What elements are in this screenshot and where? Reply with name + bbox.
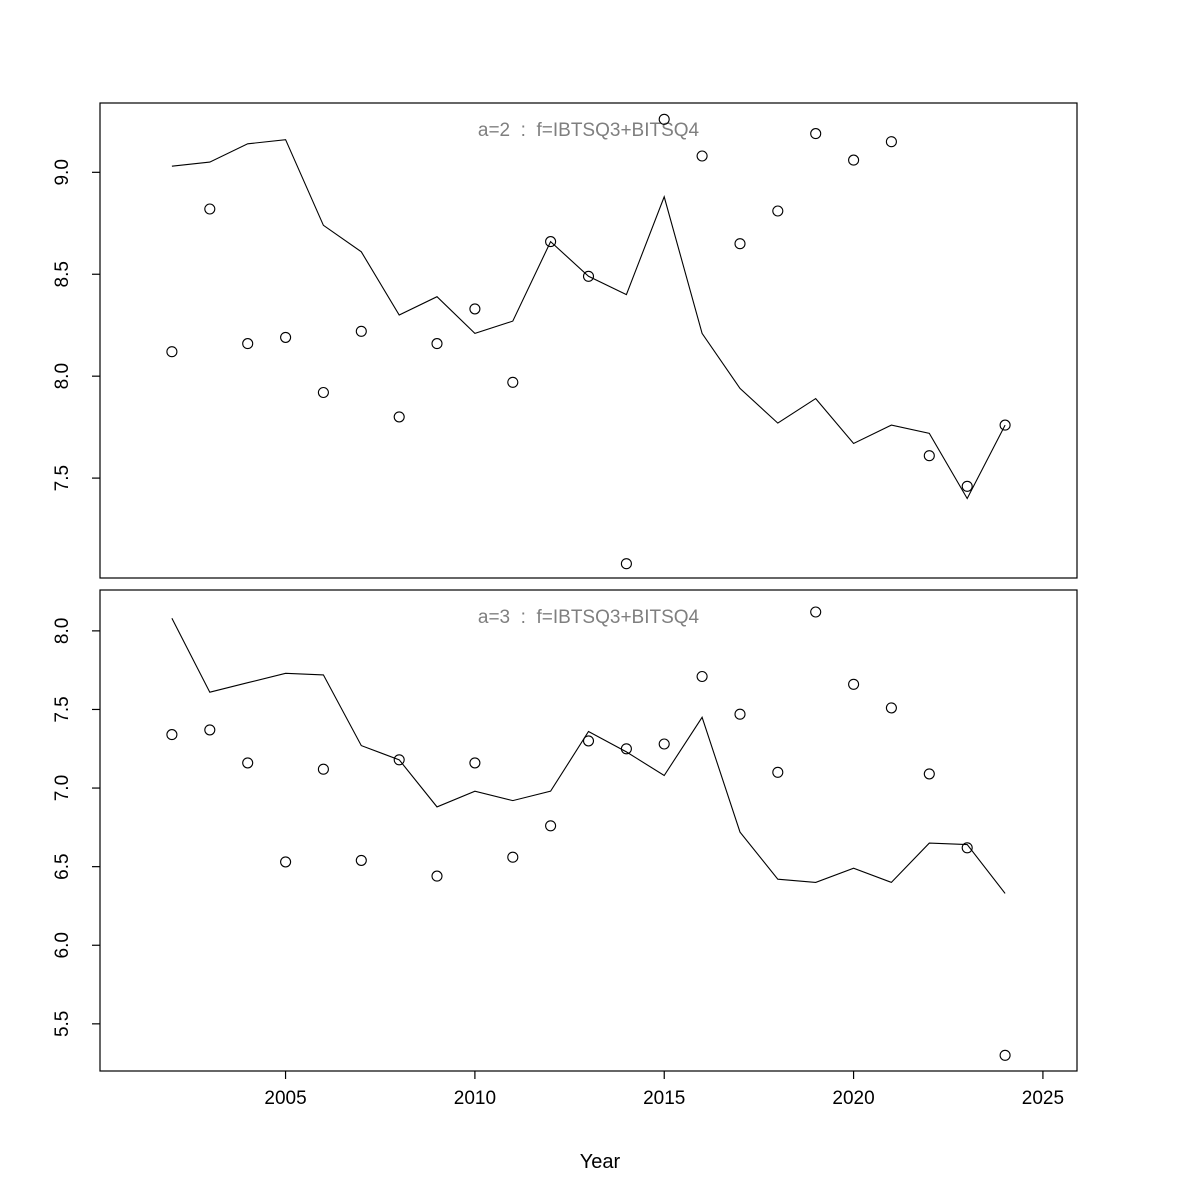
data-point [204, 724, 216, 736]
data-point [620, 743, 632, 755]
data-point [772, 766, 784, 778]
y-tick-label: 7.5 [52, 696, 73, 722]
data-point [545, 820, 557, 832]
data-point [469, 757, 481, 769]
data-point [620, 558, 632, 570]
y-tick-label: 5.5 [52, 1011, 73, 1037]
data-point [280, 856, 292, 868]
data-point [961, 480, 973, 492]
data-point [204, 203, 216, 215]
data-point [658, 113, 670, 125]
y-tick-label: 6.0 [52, 932, 73, 958]
data-point [734, 708, 746, 720]
data-point [507, 851, 519, 863]
data-point [923, 450, 935, 462]
data-point [999, 419, 1011, 431]
x-tick-label: 2010 [454, 1088, 496, 1109]
y-tick-label: 9.0 [52, 159, 73, 185]
data-point [658, 738, 670, 750]
x-tick-label: 2015 [643, 1088, 685, 1109]
data-point [582, 735, 595, 747]
y-tick-label: 7.0 [52, 775, 73, 801]
data-point [507, 376, 519, 388]
data-point [469, 303, 481, 315]
data-point [848, 154, 860, 166]
data-point [355, 854, 367, 866]
data-point [242, 338, 254, 350]
x-tick-label: 2025 [1022, 1088, 1064, 1109]
panel-a3-model-line [171, 618, 1006, 894]
data-point [393, 754, 405, 766]
data-point [810, 606, 822, 618]
y-tick-label: 8.0 [52, 363, 73, 389]
data-point [772, 205, 784, 217]
data-point [848, 678, 860, 690]
y-tick-label: 8.5 [52, 261, 73, 287]
panel-a3: a=3 : f=IBTSQ3+BITSQ4 5.5 6.0 6.5 7.0 7.5 8.0 2… [52, 589, 1078, 1109]
y-tick-label: 7.5 [52, 465, 73, 491]
data-point [431, 338, 443, 350]
data-point [166, 346, 178, 358]
data-point [545, 236, 557, 248]
data-point [885, 136, 897, 148]
x-axis-label: Year [580, 1151, 621, 1173]
panel-a3-border [99, 589, 1078, 1072]
data-point [696, 150, 708, 162]
panel-a2-model-line [171, 139, 1006, 500]
data-point [999, 1049, 1011, 1061]
data-point [242, 757, 254, 769]
data-point [810, 128, 822, 140]
panel-a2: a=2 : f=IBTSQ3+BITSQ4 7.5 8.0 8.5 9.0 [52, 102, 1078, 579]
data-point [166, 729, 178, 741]
y-tick-label: 8.0 [52, 618, 73, 644]
data-point [431, 870, 443, 882]
x-tick-label: 2020 [832, 1088, 874, 1109]
data-point [734, 238, 746, 250]
data-point [582, 270, 595, 282]
data-point [923, 768, 935, 780]
data-point [961, 842, 973, 854]
data-point [280, 331, 292, 343]
panel-a2-border [99, 102, 1078, 579]
panel-a2-title: a=2 : f=IBTSQ3+BITSQ4 [478, 120, 700, 141]
data-point [317, 763, 329, 775]
data-point [355, 325, 367, 337]
data-point [696, 670, 708, 683]
y-tick-label: 6.5 [52, 853, 73, 879]
data-point [885, 702, 897, 714]
panel-a3-title: a=3 : f=IBTSQ3+BITSQ4 [478, 607, 700, 628]
x-tick-label: 2005 [264, 1088, 306, 1109]
data-point [393, 411, 405, 423]
data-point [317, 386, 329, 399]
